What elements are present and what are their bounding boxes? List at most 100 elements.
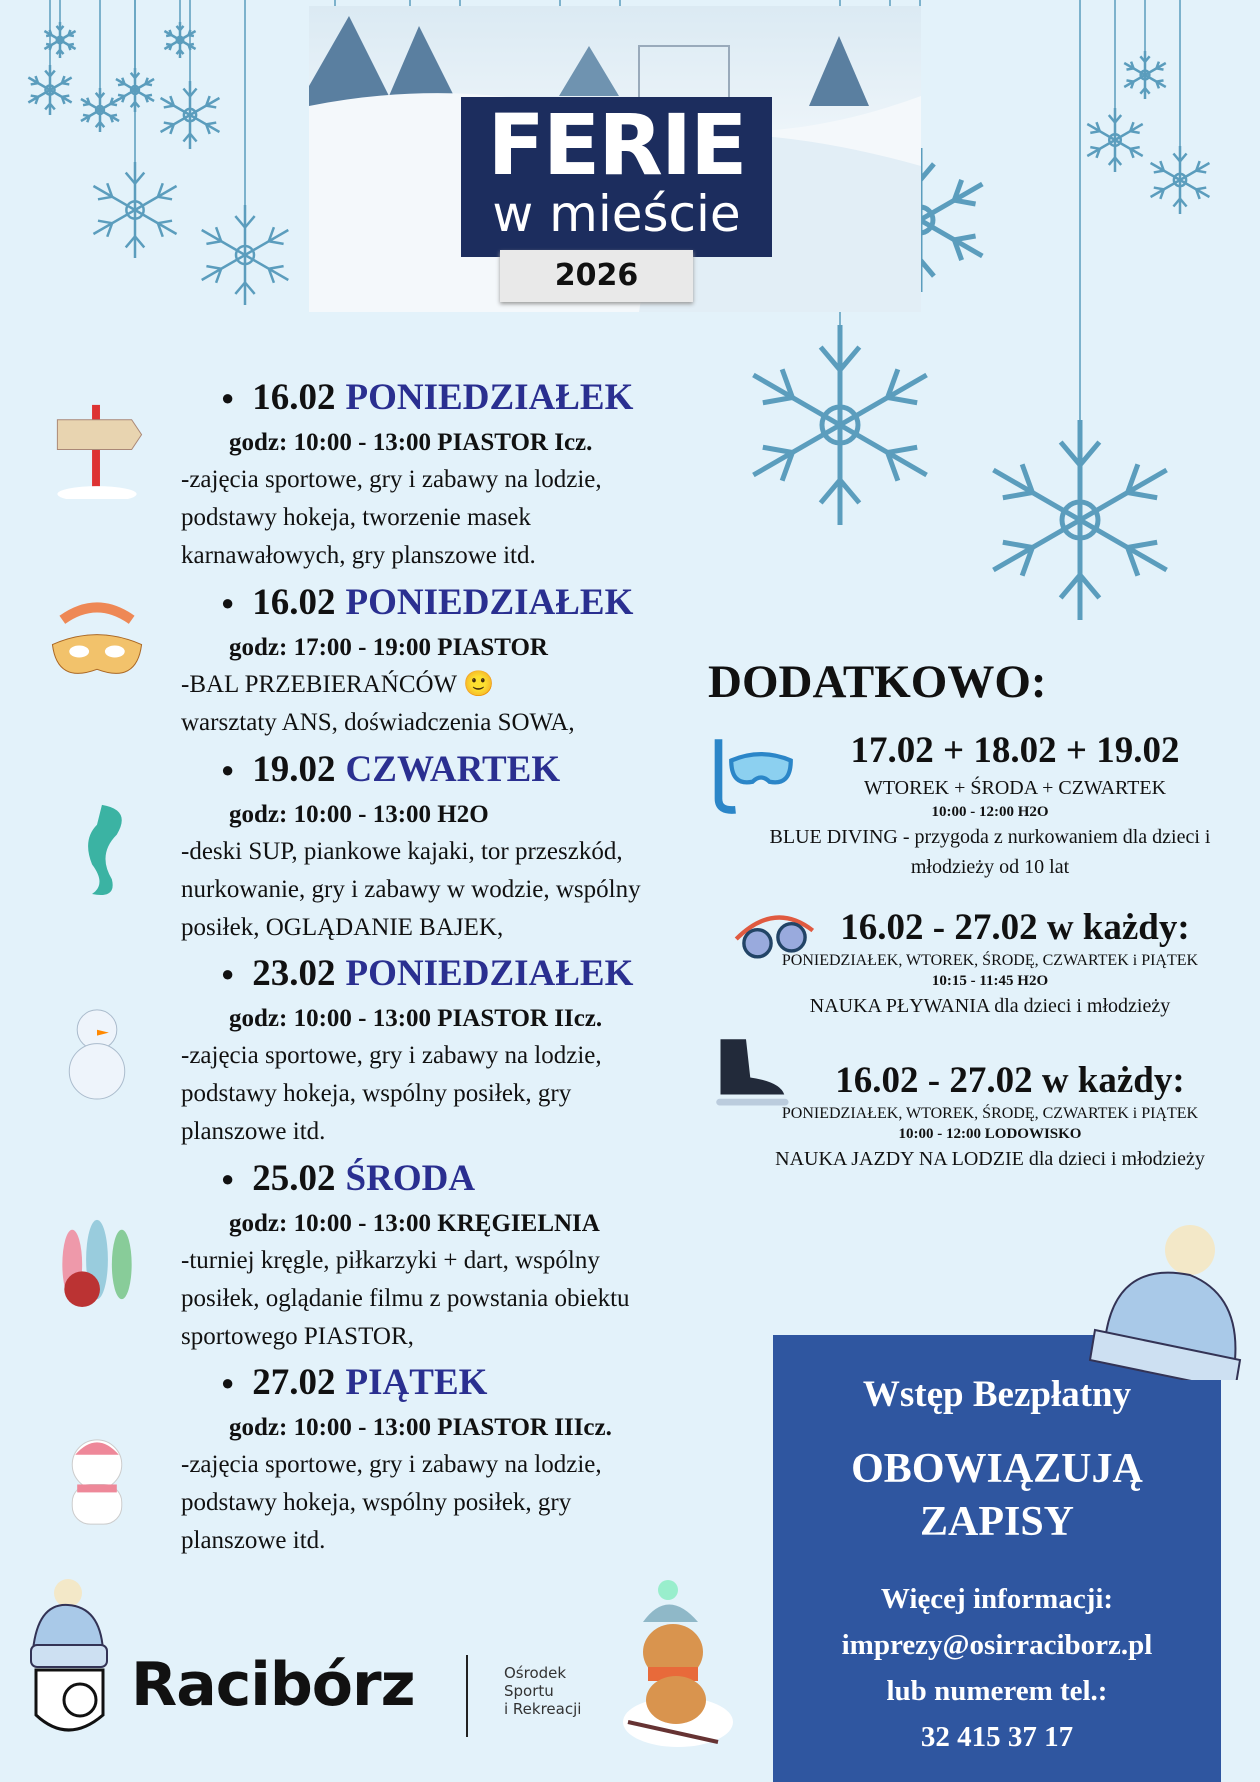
title: FERIE	[487, 96, 747, 194]
extra-title: DODATKOWO:	[708, 656, 1047, 708]
event-heading: ● 19.02 CZWARTEK	[221, 747, 721, 793]
registration-required-2: ZAPISY	[919, 1499, 1075, 1545]
event-day: ŚRODA	[345, 1158, 476, 1199]
extra-dates: 17.02 + 18.02 + 19.02	[850, 730, 1180, 771]
osir-line: Sportu	[504, 1682, 554, 1700]
extra-item: 17.02 + 18.02 + 19.02 WTOREK + ŚRODA + C…	[725, 728, 1255, 882]
ice-skate-icon	[712, 1035, 797, 1120]
event-item: ● 25.02 ŚRODA godz: 10:00 - 13:00 KRĘGIELN…	[181, 1156, 721, 1356]
event-heading: ● 25.02 ŚRODA	[221, 1156, 721, 1202]
bullet: ●	[221, 1370, 235, 1395]
event-description: -zajęcia sportowe, gry i zabawy na lodzi…	[181, 466, 602, 569]
extra-item: 16.02 - 27.02 w każdy: PONIEDZIAŁEK, WTO…	[725, 905, 1255, 1021]
polar-bear-icon	[45, 1430, 149, 1534]
event-time: godz: 10:00 - 13:00 H2O	[229, 801, 489, 828]
phone-number[interactable]: 32 415 37 17	[920, 1721, 1074, 1753]
title-banner: FERIE w mieście	[461, 97, 772, 257]
skiing-capybara-icon	[623, 1580, 733, 1747]
event-date: 25.02	[252, 1158, 336, 1199]
extra-dates: 16.02 - 27.02 w każdy:	[835, 1060, 1185, 1101]
event-description: -zajęcia sportowe, gry i zabawy na lodzi…	[181, 1451, 602, 1554]
event-date: 19.02	[252, 749, 336, 790]
snowflake-icon	[92, 0, 178, 258]
event-day: PIĄTEK	[345, 1362, 488, 1403]
year-label: 2026	[500, 250, 693, 302]
event-item: ● 19.02 CZWARTEK godz: 10:00 - 13:00 H2O -…	[181, 747, 721, 947]
snowflake-icon	[992, 0, 1168, 620]
snowflake-icon	[163, 0, 197, 58]
osir-line: i Rekreacji	[504, 1700, 582, 1718]
extra-time: 10:00 - 12:00 LODOWISKO	[898, 1126, 1082, 1142]
event-item: ● 16.02 PONIEDZIAŁEK godz: 17:00 - 19:00 P…	[181, 580, 721, 742]
event-heading: ● 27.02 PIĄTEK	[221, 1360, 721, 1406]
osir-logo: Ośrodek Sportu i Rekreacji	[504, 1664, 581, 1718]
snowflake-icon	[201, 0, 289, 305]
logo-divider	[466, 1655, 468, 1737]
extra-description: NAUKA JAZDY NA LODZIE dla dzieci i młodz…	[775, 1148, 1205, 1170]
extra-dates: 16.02 - 27.02 w każdy:	[840, 907, 1190, 948]
bullet: ●	[221, 1166, 235, 1191]
extra-item: 16.02 - 27.02 w każdy: PONIEDZIAŁEK, WTO…	[725, 1058, 1255, 1174]
free-entry: Wstęp Bezpłatny	[862, 1374, 1132, 1415]
signpost-icon	[45, 395, 149, 502]
event-date: 27.02	[252, 1362, 336, 1403]
raciborz-logo: Racibórz	[131, 1650, 416, 1720]
event-date: 16.02	[252, 377, 336, 418]
snowman-icon	[45, 1000, 149, 1104]
seahorse-icon	[45, 795, 149, 899]
extra-days: PONIEDZIAŁEK, WTOREK, ŚRODĘ, CZWARTEK i …	[781, 952, 1199, 969]
extra-description: BLUE DIVING - przygoda z nurkowaniem dla…	[769, 826, 1211, 878]
bowling-icon	[45, 1205, 149, 1309]
event-description: -zajęcia sportowe, gry i zabawy na lodzi…	[181, 1042, 602, 1145]
snowflake-icon	[752, 0, 928, 525]
event-date: 23.02	[252, 953, 336, 994]
event-day: PONIEDZIAŁEK	[345, 953, 634, 994]
bullet: ●	[221, 590, 235, 615]
snowflake-icon	[1123, 0, 1167, 99]
snorkel-mask-icon	[710, 735, 795, 820]
event-description: -turniej kręgle, piłkarzyki + dart, wspó…	[181, 1247, 630, 1350]
event-item: ● 27.02 PIĄTEK godz: 10:00 - 13:00 PIASTOR…	[181, 1360, 721, 1560]
raciborz-crest-icon	[30, 1579, 108, 1732]
event-time: godz: 10:00 - 13:00 PIASTOR IIIcz.	[229, 1414, 612, 1441]
snowflake-icon	[1086, 0, 1144, 172]
event-item: ● 23.02 PONIEDZIAŁEK godz: 10:00 - 13:00 P…	[181, 951, 721, 1151]
event-time: godz: 10:00 - 13:00 KRĘGIELNIA	[229, 1210, 600, 1237]
bullet: ●	[221, 757, 235, 782]
email-link[interactable]: imprezy@osirraciborz.pl	[841, 1629, 1153, 1661]
registration-required: OBOWIĄZUJĄ	[851, 1446, 1143, 1492]
bullet: ●	[221, 385, 235, 410]
bullet: ●	[221, 961, 235, 986]
extra-time: 10:15 - 11:45 H2O	[931, 973, 1049, 989]
snowflake-icon	[80, 0, 120, 132]
snowflake-icon	[1149, 0, 1211, 214]
event-item: ● 16.02 PONIEDZIAŁEK godz: 10:00 - 13:00 P…	[181, 375, 721, 575]
event-day: CZWARTEK	[345, 749, 561, 790]
event-time: godz: 17:00 - 19:00 PIASTOR	[229, 634, 548, 661]
info-box: Wstęp Bezpłatny OBOWIĄZUJĄ ZAPISY Więcej…	[773, 1335, 1221, 1782]
winter-hat-icon	[1088, 1225, 1242, 1380]
carnival-mask-icon	[45, 600, 149, 704]
event-day: PONIEDZIAŁEK	[345, 582, 634, 623]
osir-line: Ośrodek	[504, 1664, 567, 1682]
subtitle: w mieście	[492, 185, 741, 243]
snowflake-icon	[159, 0, 221, 149]
event-heading: ● 23.02 PONIEDZIAŁEK	[221, 951, 721, 997]
extra-days: WTOREK + ŚRODA + CZWARTEK	[863, 777, 1167, 799]
snowflake-icon	[27, 0, 73, 115]
more-info: Więcej informacji:	[880, 1583, 1114, 1615]
event-date: 16.02	[252, 582, 336, 623]
event-heading: ● 16.02 PONIEDZIAŁEK	[221, 375, 721, 421]
extra-description: NAUKA PŁYWANIA dla dzieci i młodzieży	[809, 995, 1171, 1017]
event-heading: ● 16.02 PONIEDZIAŁEK	[221, 580, 721, 626]
phone-label: lub numerem tel.:	[886, 1675, 1108, 1707]
event-description: -BAL PRZEBIERAŃCÓW 🙂 warsztaty ANS, dośw…	[181, 671, 575, 736]
event-time: godz: 10:00 - 13:00 PIASTOR IIcz.	[229, 1005, 603, 1032]
extra-time: 10:00 - 12:00 H2O	[931, 804, 1049, 820]
swim-goggles-icon	[732, 905, 817, 990]
event-time: godz: 10:00 - 13:00 PIASTOR Icz.	[229, 429, 593, 456]
event-day: PONIEDZIAŁEK	[345, 377, 634, 418]
extra-days: PONIEDZIAŁEK, WTOREK, ŚRODĘ, CZWARTEK i …	[781, 1105, 1199, 1122]
snowflake-icon	[43, 0, 77, 58]
event-description: -deski SUP, piankowe kajaki, tor przeszk…	[181, 838, 641, 941]
